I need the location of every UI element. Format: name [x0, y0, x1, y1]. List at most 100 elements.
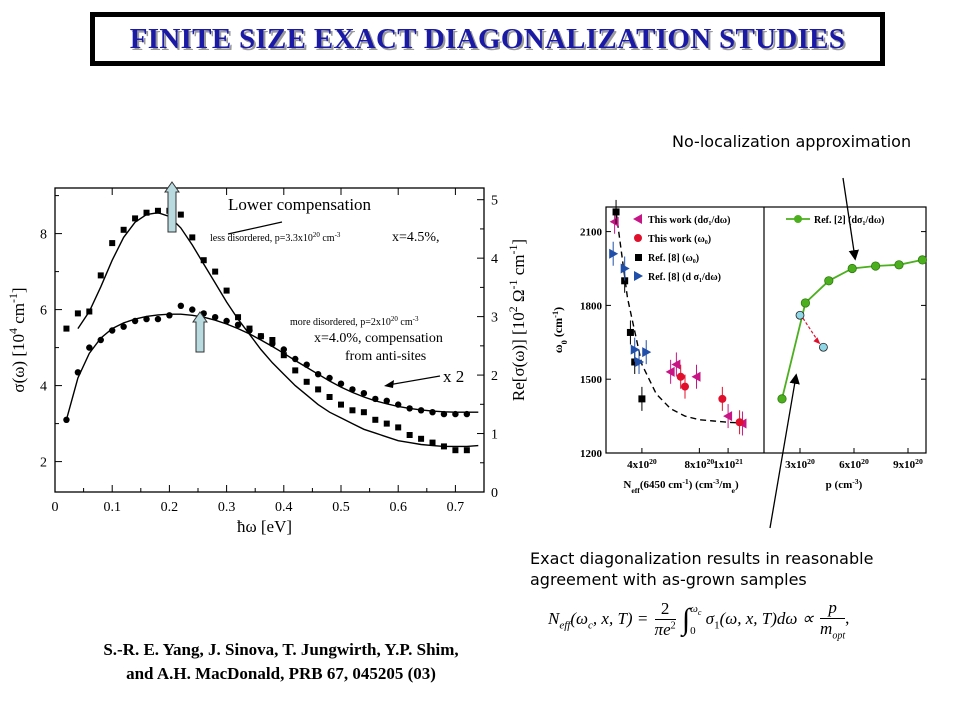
square-point: [418, 435, 425, 442]
square-point: [143, 209, 150, 216]
circle-point: [223, 317, 230, 325]
green-series-point: [917, 255, 927, 265]
circle-point: [120, 323, 127, 330]
formula-rhs: p mopt: [820, 598, 846, 642]
citation: S.-R. E. Yang, J. Sinova, T. Jungwirth, …: [52, 638, 510, 686]
y-tick-label: 1800: [580, 300, 603, 312]
x45-label: x=4.5%,: [392, 230, 440, 245]
x40-label-line2: from anti-sites: [345, 349, 426, 364]
x-tick-label: 0.1: [103, 500, 121, 515]
circle-point: [314, 371, 322, 378]
neff-formula: Neff(ωc, x, T) = 2 πe2 ∫ ωc 0 σ1(ω, x, T…: [548, 598, 850, 642]
x-tick-label: 0: [52, 500, 59, 515]
square-point: [269, 337, 276, 343]
title-banner: FINITE SIZE EXACT DIAGONALIZATION STUDIE…: [90, 12, 885, 66]
exact-diag-note-line2: agreement with as-grown samples: [530, 570, 807, 589]
x-tick-label-left: 8x1020: [685, 457, 715, 472]
x-axis-label: ħω [eV]: [237, 517, 292, 536]
frequency-chart-frame: [605, 206, 927, 454]
x-tick-label-left: 4x1020: [627, 457, 657, 472]
legend-marker: [634, 271, 643, 281]
conductivity-data-points: [63, 207, 471, 454]
square-point: [338, 401, 344, 408]
x2-label: x 2: [443, 367, 464, 386]
conductivity-chart-frame: [54, 187, 485, 493]
triangle-left-marker: [671, 359, 681, 370]
circle-point: [154, 315, 162, 323]
legend-marker: [794, 215, 802, 223]
legend-marker: [633, 214, 642, 224]
x-tick-label: 0.3: [218, 500, 236, 515]
circle-point: [97, 336, 104, 344]
y-left-tick-label: 8: [40, 228, 47, 243]
peak-arrow-lower: [192, 311, 208, 353]
square-point: [177, 211, 184, 218]
square-point: [292, 367, 299, 374]
y-right-tick-label: 0: [491, 486, 498, 501]
circle-point: [74, 369, 82, 376]
square-marker: [626, 328, 634, 336]
y-left-tick-label: 6: [40, 304, 47, 319]
square-point: [280, 352, 287, 359]
formula-fraction: 2 πe2: [654, 599, 676, 640]
square-point: [212, 268, 219, 275]
square-point: [200, 257, 207, 264]
x-tick-label: 0.6: [389, 500, 407, 515]
y-right-tick-label: 3: [491, 311, 498, 326]
x2-pointer: [387, 375, 441, 386]
exact-diag-note: Exact diagonalization results in reasona…: [530, 548, 873, 590]
x-axis-label-left: Neff(6450 cm-1) (cm-3/me): [623, 477, 739, 495]
triangle-right-marker: [630, 344, 640, 355]
triangle-right-marker: [609, 248, 619, 259]
y-tick-label: 2100: [580, 227, 603, 239]
x-tick-label-right: 9x1020: [893, 457, 923, 472]
circle-marker: [676, 372, 685, 381]
exact-diag-arrow: [769, 373, 800, 529]
circle-point: [211, 314, 219, 321]
square-marker: [621, 277, 629, 285]
green-series-point: [870, 261, 881, 271]
y-tick-label: 1500: [580, 374, 603, 386]
circle-point: [177, 302, 185, 309]
y-right-tick-label: 5: [491, 194, 498, 209]
y-right-tick-label: 2: [491, 369, 498, 384]
peak-arrow-upper: [164, 181, 180, 233]
square-marker: [612, 208, 620, 216]
circle-point: [189, 306, 196, 313]
green-series-point: [847, 263, 857, 274]
x-tick-label-right: 3x1020: [785, 457, 815, 472]
circle-point: [360, 390, 368, 397]
no-localization-note: No-localization approximation: [672, 132, 912, 151]
x-tick-label: 0.5: [332, 500, 350, 515]
circle-point: [463, 410, 471, 418]
lower-compensation-pointer: [227, 221, 283, 235]
circle-point: [326, 374, 333, 382]
triangle-right-marker: [620, 263, 630, 274]
circle-point: [395, 401, 402, 408]
circle-point: [440, 410, 448, 418]
square-point: [189, 234, 196, 241]
legend-label: This work (ω₀): [648, 234, 711, 245]
y-left-tick-label: 4: [40, 380, 47, 395]
circle-point: [86, 344, 93, 351]
square-point: [223, 287, 230, 294]
y-left-axis-label: σ(ω) [104 cm-1]: [6, 287, 28, 392]
circle-point: [234, 321, 242, 328]
x2-pointer-head: [384, 380, 394, 388]
square-point: [120, 226, 127, 233]
circle-point: [143, 315, 150, 323]
square-point: [86, 308, 93, 315]
x-tick-label: 0.2: [161, 500, 179, 515]
circle-point: [383, 397, 390, 404]
square-point: [349, 407, 356, 414]
square-point: [303, 378, 310, 385]
x-tick-label: 0.7: [447, 500, 465, 515]
fit-curve-dashed: [615, 211, 743, 424]
circle-point: [63, 416, 70, 423]
square-point: [315, 386, 322, 393]
circle-point: [131, 317, 139, 325]
triangle-left-marker: [723, 411, 733, 422]
legend-label: This work (dσ₁/dω): [648, 215, 730, 226]
legend-label: Ref. [8] (d σ₁/dω): [648, 272, 721, 283]
legend-marker: [634, 234, 642, 242]
